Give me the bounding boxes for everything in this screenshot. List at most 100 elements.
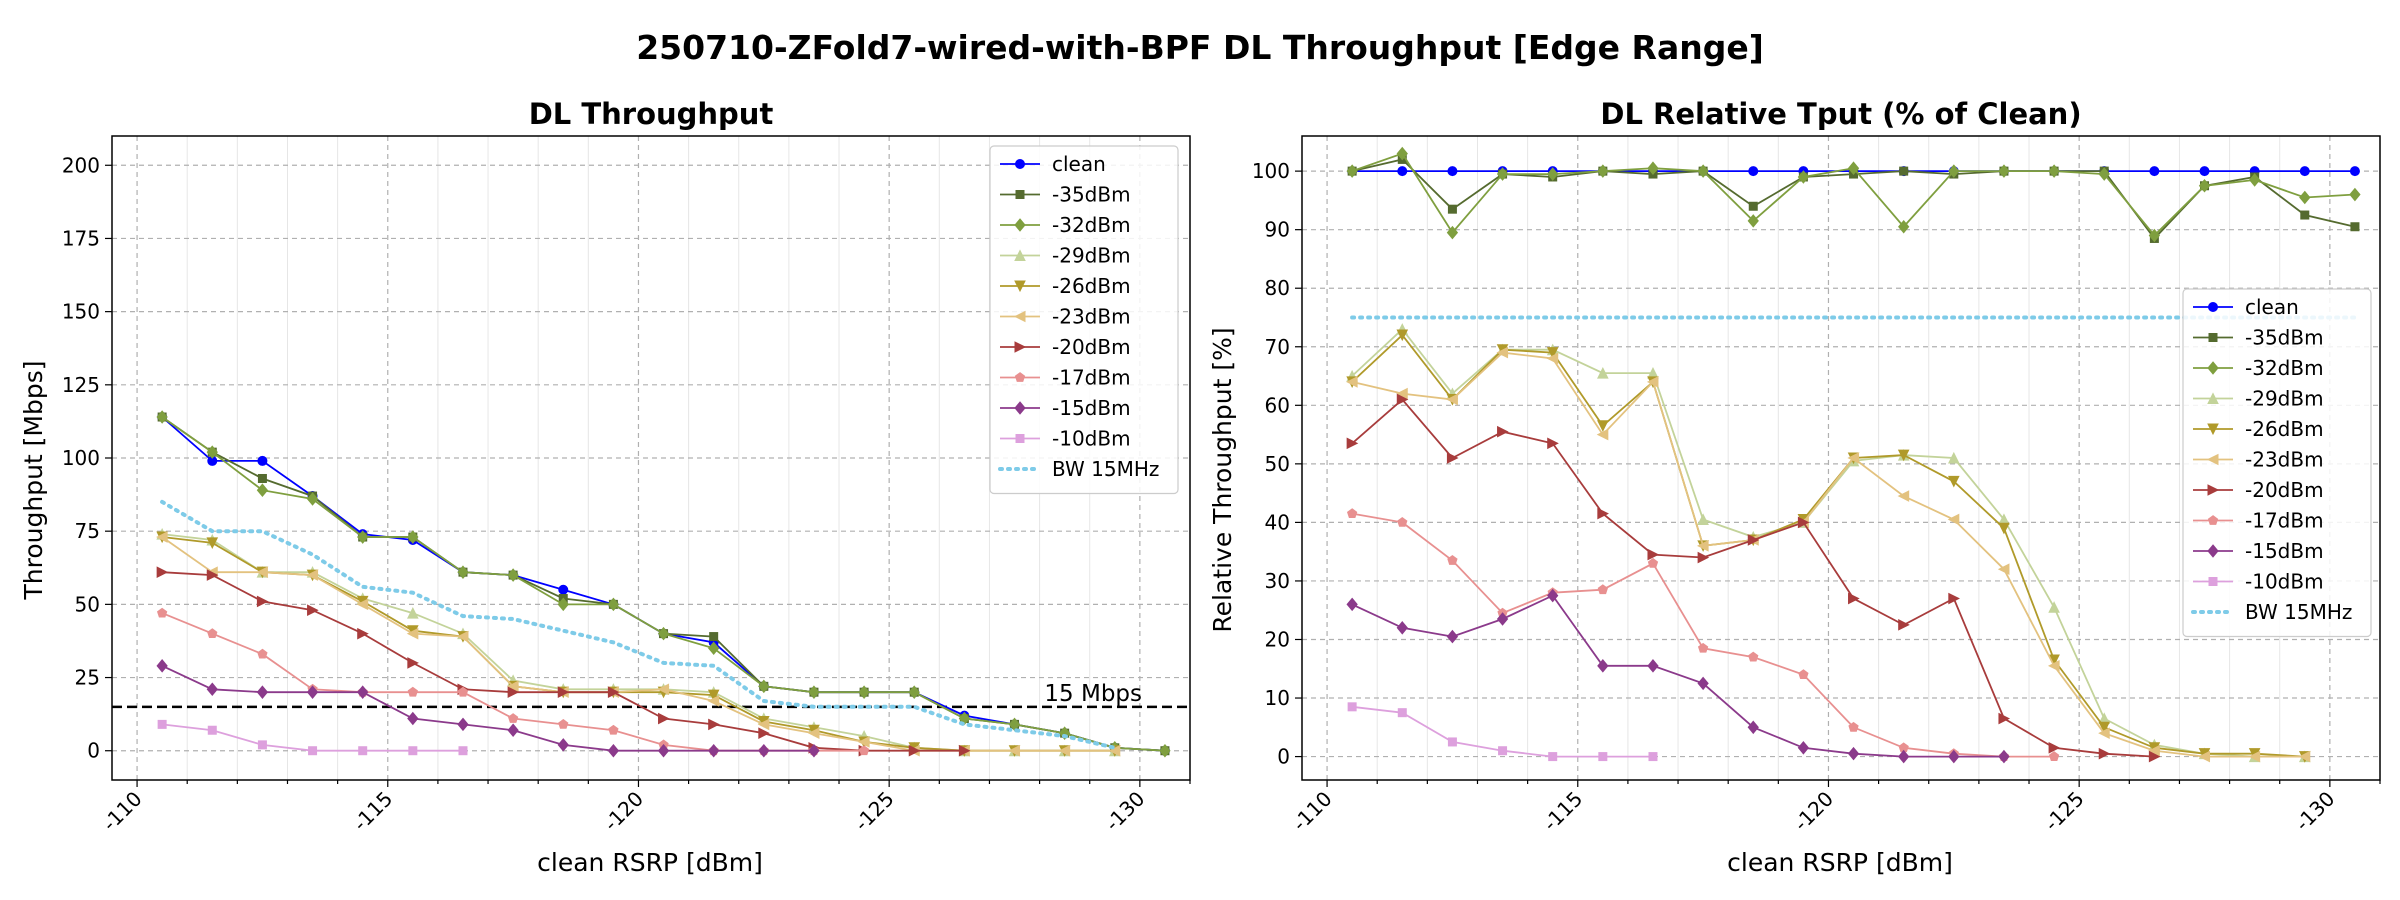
- y-tick-label: 40: [1265, 510, 1290, 534]
- data-point: [1697, 164, 1709, 178]
- data-point: [1697, 642, 1709, 653]
- data-point: [2199, 166, 2210, 177]
- data-point: [1897, 490, 1910, 502]
- legend-item-32dbm: -32dBm: [2193, 356, 2324, 380]
- data-point: [1396, 387, 1408, 400]
- legend-label: -15dBm: [2245, 539, 2324, 563]
- y-tick-label: 175: [62, 226, 100, 250]
- data-point: [657, 683, 670, 696]
- data-point: [1598, 752, 1608, 762]
- data-point: [1697, 551, 1710, 564]
- data-point: [407, 711, 419, 726]
- data-point: [2299, 190, 2311, 205]
- data-point: [457, 565, 469, 579]
- y-ticks: 0 25 50 75 100 125 150 175 200: [62, 153, 112, 763]
- data-point: [1447, 204, 1457, 214]
- data-point: [1898, 219, 1910, 234]
- series-10dbm: [157, 719, 468, 756]
- data-point: [507, 723, 519, 738]
- series-20dbm: [1346, 393, 2161, 763]
- legend-item-10dbm: -10dBm: [1000, 427, 1131, 451]
- y-tick-label: 25: [75, 666, 100, 690]
- data-point: [1646, 376, 1659, 388]
- data-point: [1498, 746, 1508, 756]
- series-line: [1351, 594, 2004, 758]
- data-point: [1597, 164, 1609, 178]
- data-point: [1547, 167, 1559, 181]
- legend-marker: [2208, 302, 2218, 312]
- data-point: [1948, 475, 1960, 488]
- data-point: [256, 685, 269, 699]
- data-point: [858, 685, 870, 699]
- data-point: [2248, 750, 2261, 763]
- data-point: [1497, 425, 1509, 438]
- data-point: [1747, 214, 1759, 228]
- y-tick-label: 60: [1265, 393, 1290, 417]
- legend-item-29dbm: -29dBm: [1000, 244, 1131, 268]
- data-point: [2349, 166, 2360, 177]
- data-point: [206, 445, 218, 459]
- data-point: [1548, 752, 1558, 762]
- data-point: [557, 686, 570, 698]
- legend-marker: [2207, 515, 2219, 525]
- data-point: [707, 689, 720, 702]
- x-tick-label: -115: [1538, 787, 1587, 836]
- data-point: [658, 712, 670, 725]
- data-point: [1797, 516, 1810, 529]
- data-point: [1446, 629, 1459, 644]
- data-point: [2198, 750, 2211, 763]
- x-tick-label: -110: [98, 787, 147, 836]
- y-tick-label: 50: [75, 592, 100, 616]
- data-point: [1058, 744, 1071, 757]
- series-group: [1346, 146, 2361, 764]
- data-point: [2349, 187, 2361, 202]
- axes-frame: [1301, 135, 2381, 781]
- legend-marker: [2207, 484, 2220, 496]
- legend-frame: [2182, 288, 2372, 638]
- legend-frame: [989, 145, 1179, 495]
- legend-label: -15dBm: [1052, 396, 1131, 420]
- data-point: [306, 685, 319, 699]
- data-point: [1546, 347, 1559, 359]
- data-point: [356, 598, 369, 611]
- data-point: [657, 626, 670, 641]
- legend-item-17dbm: -17dBm: [2193, 509, 2324, 533]
- data-point: [2098, 167, 2110, 181]
- legend-label: clean: [1052, 152, 1106, 176]
- legend-label: -20dBm: [1052, 335, 1131, 359]
- y-tick-label: 200: [62, 153, 100, 177]
- data-point: [156, 607, 168, 618]
- data-point: [2148, 744, 2160, 757]
- data-point: [657, 743, 670, 758]
- legend-item-15dbm: -15dBm: [2193, 539, 2324, 563]
- data-point: [1897, 449, 1910, 462]
- data-point: [1847, 161, 1860, 175]
- x-ticks: -110 -115 -120 -125 -130: [1288, 780, 2381, 836]
- data-point: [707, 695, 720, 707]
- data-point: [558, 718, 569, 729]
- legend-marker: [1013, 310, 1026, 323]
- data-point: [1346, 164, 1358, 178]
- series-10dbm: [1347, 702, 1658, 762]
- legend-item-23dbm: -23dBm: [2193, 448, 2324, 472]
- legend-label: -26dBm: [2245, 417, 2324, 441]
- data-point: [958, 744, 971, 757]
- series-line: [161, 664, 814, 752]
- data-point: [1346, 376, 1358, 388]
- data-point: [156, 566, 169, 578]
- data-point: [2048, 164, 2060, 178]
- data-point: [1948, 451, 1960, 464]
- data-point: [1596, 428, 1609, 441]
- data-point: [357, 530, 369, 544]
- legend-item-10dbm: -10dBm: [2193, 570, 2324, 594]
- data-point: [1899, 166, 1909, 176]
- data-point: [1547, 588, 1559, 603]
- data-point: [407, 686, 418, 697]
- data-point: [256, 595, 269, 608]
- legend-item-35dbm: -35dBm: [2193, 326, 2324, 350]
- y-tick-label: 70: [1265, 335, 1290, 359]
- legend-label: clean: [2245, 295, 2299, 319]
- data-point: [457, 686, 469, 697]
- x-tick-label: -125: [2040, 787, 2089, 836]
- x-tick-label: -120: [599, 787, 648, 836]
